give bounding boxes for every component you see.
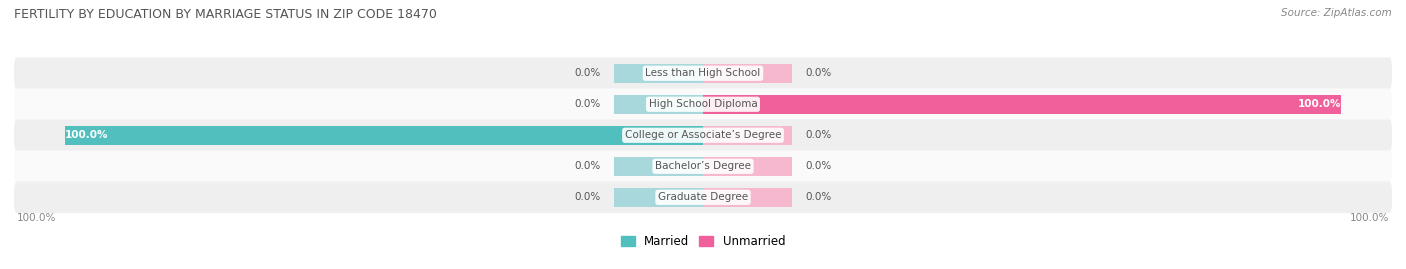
Text: 100.0%: 100.0% <box>17 213 56 224</box>
Text: 0.0%: 0.0% <box>806 68 831 78</box>
Text: High School Diploma: High School Diploma <box>648 99 758 109</box>
FancyBboxPatch shape <box>14 89 1392 120</box>
Bar <box>703 95 1341 114</box>
Text: 0.0%: 0.0% <box>806 192 831 202</box>
Text: College or Associate’s Degree: College or Associate’s Degree <box>624 130 782 140</box>
Text: 100.0%: 100.0% <box>1298 99 1341 109</box>
Text: 0.0%: 0.0% <box>575 192 600 202</box>
Text: FERTILITY BY EDUCATION BY MARRIAGE STATUS IN ZIP CODE 18470: FERTILITY BY EDUCATION BY MARRIAGE STATU… <box>14 8 437 21</box>
FancyBboxPatch shape <box>14 119 1392 151</box>
Text: Less than High School: Less than High School <box>645 68 761 78</box>
Text: 0.0%: 0.0% <box>575 161 600 171</box>
Text: Source: ZipAtlas.com: Source: ZipAtlas.com <box>1281 8 1392 18</box>
FancyBboxPatch shape <box>14 57 1392 89</box>
Bar <box>703 157 793 176</box>
Bar <box>613 157 703 176</box>
Text: Bachelor’s Degree: Bachelor’s Degree <box>655 161 751 171</box>
Text: 0.0%: 0.0% <box>806 161 831 171</box>
Bar <box>703 126 793 145</box>
FancyBboxPatch shape <box>14 182 1392 213</box>
Text: 100.0%: 100.0% <box>65 130 108 140</box>
Text: 100.0%: 100.0% <box>1350 213 1389 224</box>
Text: 0.0%: 0.0% <box>575 68 600 78</box>
Bar <box>613 95 703 114</box>
Text: 0.0%: 0.0% <box>575 99 600 109</box>
Bar <box>65 126 703 145</box>
Bar <box>613 188 703 207</box>
Bar <box>703 64 793 83</box>
Bar <box>613 64 703 83</box>
Text: Graduate Degree: Graduate Degree <box>658 192 748 202</box>
Legend: Married, Unmarried: Married, Unmarried <box>616 230 790 253</box>
Text: 0.0%: 0.0% <box>806 130 831 140</box>
Bar <box>703 188 793 207</box>
FancyBboxPatch shape <box>14 150 1392 182</box>
